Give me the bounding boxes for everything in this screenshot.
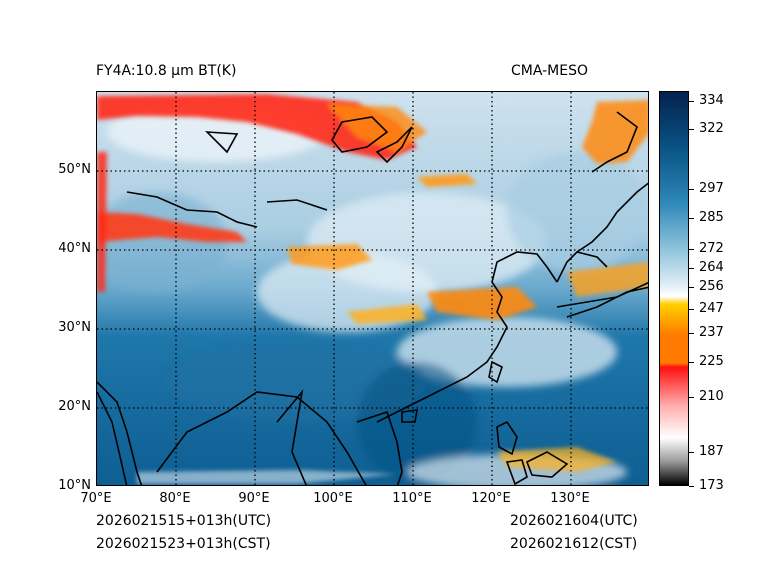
colorbar-tick-mark: [689, 129, 694, 131]
colorbar-tick-mark: [689, 361, 694, 363]
colorbar-tick-mark: [689, 217, 694, 219]
colorbar-tick-label: 187: [699, 444, 724, 460]
latitude-tick-label: 30°N: [58, 320, 91, 335]
longitude-tick-label: 90°E: [238, 491, 270, 506]
longitude-tick-label: 110°E: [392, 491, 432, 506]
colorbar-tick-label: 322: [699, 121, 724, 137]
colorbar-gradient: [660, 92, 688, 485]
colorbar-tick-label: 210: [699, 389, 724, 405]
colorbar-tick-mark: [689, 268, 694, 270]
longitude-tick-label: 70°E: [80, 491, 112, 506]
coastlines-and-borders: [97, 111, 648, 485]
colorbar-tick-mark: [689, 486, 694, 487]
latitude-tick-label: 40°N: [58, 241, 91, 256]
colorbar-tick-mark: [689, 249, 694, 250]
colorbar-tick-mark: [689, 287, 694, 289]
colorbar-tick-mark: [689, 397, 694, 399]
latitude-tick-label: 50°N: [58, 162, 91, 177]
colorbar-tick-label: 264: [699, 260, 724, 276]
colorbar-tick-label: 225: [699, 353, 724, 369]
colorbar-tick-label: 247: [699, 300, 724, 316]
init-time-cst: 2026021523+013h(CST): [96, 536, 271, 552]
colorbar-tick-mark: [689, 189, 694, 191]
colorbar-tick-label: 272: [699, 241, 724, 256]
colorbar-tick-mark: [689, 332, 694, 334]
cloud-field: [97, 102, 647, 485]
colorbar-tick-label: 256: [699, 279, 724, 295]
longitude-tick-label: 130°E: [550, 491, 590, 506]
colorbar-tick-mark: [689, 308, 694, 310]
map-panel: [96, 91, 649, 486]
colorbar: [659, 91, 689, 486]
colorbar-tick-label: 285: [699, 209, 724, 225]
valid-time-utc: 2026021604(UTC): [510, 513, 638, 529]
colorbar-tick-label: 334: [699, 92, 724, 108]
longitude-tick-label: 120°E: [471, 491, 511, 506]
colorbar-tick-mark: [689, 100, 694, 102]
model-name: CMA-MESO: [511, 63, 589, 79]
longitude-tick-label: 100°E: [313, 491, 353, 506]
colorbar-tick-label: 173: [699, 478, 724, 493]
cold-cloud-tops: [97, 94, 648, 484]
latitude-tick-label: 10°N: [58, 478, 91, 493]
colorbar-tick-label: 297: [699, 181, 724, 197]
map-title: FY4A:10.8 μm BT(K): [96, 63, 237, 79]
colorbar-tick-mark: [689, 452, 694, 454]
valid-time-cst: 2026021612(CST): [510, 536, 638, 552]
longitude-tick-label: 80°E: [159, 491, 191, 506]
latitude-tick-label: 20°N: [58, 399, 91, 414]
graticule: [97, 92, 648, 485]
init-time-utc: 2026021515+013h(UTC): [96, 513, 272, 529]
colorbar-tick-label: 237: [699, 324, 724, 340]
satellite-map: [97, 92, 648, 485]
